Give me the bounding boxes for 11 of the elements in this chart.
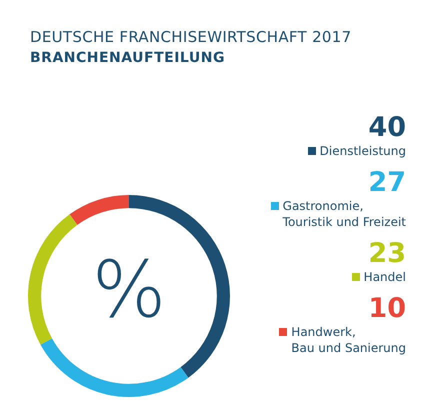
chart-title: DEUTSCHE FRANCHISEWIRTSCHAFT 2017 (30, 28, 352, 46)
data-label: 40 (367, 112, 406, 143)
legend-label: Dienstleistung (320, 143, 406, 159)
data-label: 10 (367, 293, 406, 324)
data-label: 27 (367, 167, 406, 198)
text: % (92, 245, 166, 336)
chart-subtitle: BRANCHENAUFTEILUNG (30, 50, 225, 66)
legend-label: Handel (364, 269, 406, 285)
legend-label: Gastronomie, Touristik und Freizeit (282, 198, 406, 230)
legend-label: Handwerk, Bau und Sanierung (291, 324, 406, 356)
data-label: 23 (367, 238, 406, 269)
